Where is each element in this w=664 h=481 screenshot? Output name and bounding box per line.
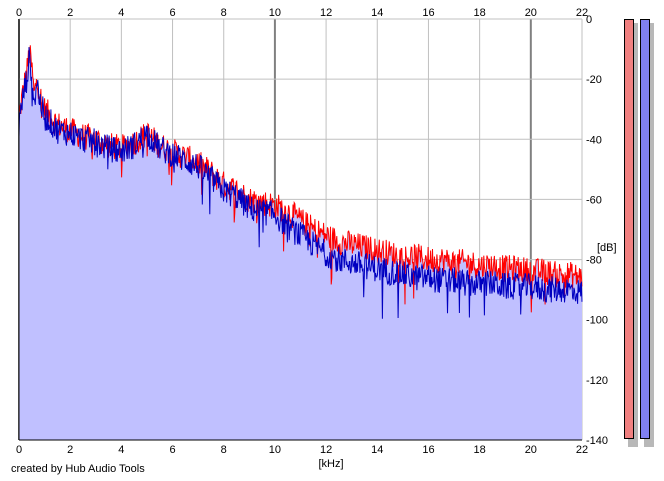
x-tick-label-top: 22: [576, 7, 588, 19]
x-tick-labels-bottom: 0 2 4 6 8 10 12 14 16 18 20 22: [16, 444, 588, 456]
x-tick-label-top: 10: [269, 7, 281, 19]
y-tick-label: -100: [586, 315, 608, 327]
x-tick-labels-top: 0 2 4 6 8 10 12 14 16 18 20 22: [16, 7, 588, 19]
x-tick-label-bottom: 18: [474, 444, 486, 456]
x-tick-label-bottom: 6: [169, 444, 175, 456]
x-tick-label-bottom: 14: [371, 444, 383, 456]
x-tick-label-top: 8: [221, 7, 227, 19]
x-tick-label-top: 14: [371, 7, 383, 19]
y-tick-label: -20: [586, 74, 602, 86]
series-lines: [18, 45, 583, 319]
series-right: [18, 47, 583, 319]
x-tick-label-bottom: 22: [576, 444, 588, 456]
y-tick-label: -40: [586, 134, 602, 146]
x-tick-label-bottom: 8: [221, 444, 227, 456]
y-tick-label: -80: [586, 255, 602, 267]
x-tick-label-top: 12: [320, 7, 332, 19]
x-tick-label-bottom: 16: [422, 444, 434, 456]
x-tick-label-top: 16: [422, 7, 434, 19]
spectrum-area: [19, 45, 582, 441]
y-tick-label: 0: [586, 14, 592, 26]
x-tick-label-top: 20: [525, 7, 537, 19]
x-tick-label-top: 0: [16, 7, 22, 19]
x-tick-label-bottom: 20: [525, 444, 537, 456]
level-meter-right: [640, 19, 650, 439]
spectrum-fill: [19, 45, 582, 441]
y-tick-label: -60: [586, 194, 602, 206]
credit-text: created by Hub Audio Tools: [11, 463, 145, 475]
x-tick-label-bottom: 4: [118, 444, 124, 456]
x-tick-label-top: 2: [67, 7, 73, 19]
x-tick-label-bottom: 2: [67, 444, 73, 456]
x-axis-label: [kHz]: [318, 458, 343, 470]
x-tick-label-bottom: 12: [320, 444, 332, 456]
x-tick-label-bottom: 10: [269, 444, 281, 456]
y-tick-labels: 0 -20 -40 -60 -80 -100 -120 -140: [586, 14, 608, 447]
level-meter-left: [624, 19, 634, 439]
x-tick-label-top: 6: [169, 7, 175, 19]
y-axis-label: [dB]: [597, 242, 617, 254]
x-tick-label-top: 18: [474, 7, 486, 19]
y-tick-label: -140: [586, 435, 608, 447]
axes: [18, 19, 582, 441]
x-tick-label-top: 4: [118, 7, 124, 19]
x-tick-label-bottom: 0: [16, 444, 22, 456]
y-tick-label: -120: [586, 375, 608, 387]
